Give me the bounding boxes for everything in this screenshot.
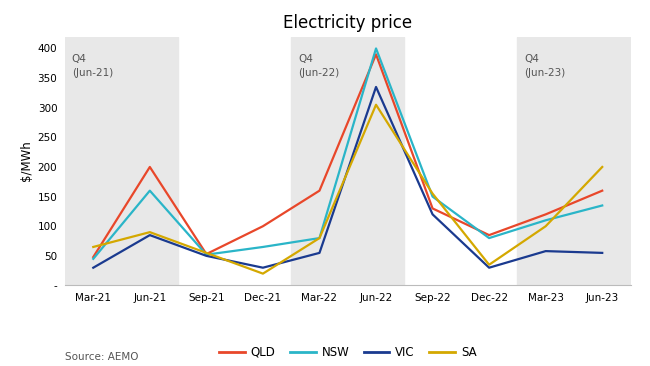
SA (259, 272, 267, 276)
NSW (429, 194, 437, 199)
SA (372, 102, 380, 107)
QLD (146, 165, 154, 169)
QLD (429, 206, 437, 211)
VIC (542, 249, 550, 253)
VIC (429, 212, 437, 217)
SA (429, 191, 437, 196)
Text: Source: AEMO: Source: AEMO (65, 352, 138, 362)
QLD (372, 52, 380, 57)
QLD (203, 252, 211, 256)
SA (316, 236, 324, 240)
Text: Q4
(Jun-21): Q4 (Jun-21) (72, 55, 113, 78)
NSW (542, 218, 550, 223)
NSW (372, 46, 380, 51)
SA (146, 230, 154, 234)
Title: Electricity price: Electricity price (283, 14, 412, 32)
QLD (259, 224, 267, 228)
VIC (146, 233, 154, 237)
NSW (485, 236, 493, 240)
SA (203, 251, 211, 255)
QLD (316, 188, 324, 193)
VIC (203, 254, 211, 258)
SA (485, 262, 493, 267)
Bar (291, 37, 404, 285)
VIC (316, 251, 324, 255)
Text: Q4
(Jun-22): Q4 (Jun-22) (298, 55, 339, 78)
SA (598, 165, 606, 169)
QLD (542, 212, 550, 217)
SA (90, 245, 97, 249)
Line: SA: SA (94, 105, 602, 274)
NSW (598, 203, 606, 208)
Y-axis label: $/MWh: $/MWh (20, 141, 33, 182)
QLD (90, 255, 97, 259)
NSW (203, 253, 211, 257)
NSW (90, 257, 97, 261)
VIC (372, 85, 380, 89)
VIC (598, 251, 606, 255)
QLD (485, 233, 493, 237)
VIC (259, 265, 267, 270)
QLD (598, 188, 606, 193)
NSW (146, 188, 154, 193)
NSW (259, 245, 267, 249)
Line: QLD: QLD (94, 55, 602, 257)
SA (542, 224, 550, 228)
VIC (485, 265, 493, 270)
Legend: QLD, NSW, VIC, SA: QLD, NSW, VIC, SA (214, 341, 482, 363)
Text: Q4
(Jun-23): Q4 (Jun-23) (524, 55, 566, 78)
Bar (65, 37, 178, 285)
NSW (316, 236, 324, 240)
Bar (517, 37, 630, 285)
VIC (90, 265, 97, 270)
Line: NSW: NSW (94, 48, 602, 259)
Line: VIC: VIC (94, 87, 602, 268)
